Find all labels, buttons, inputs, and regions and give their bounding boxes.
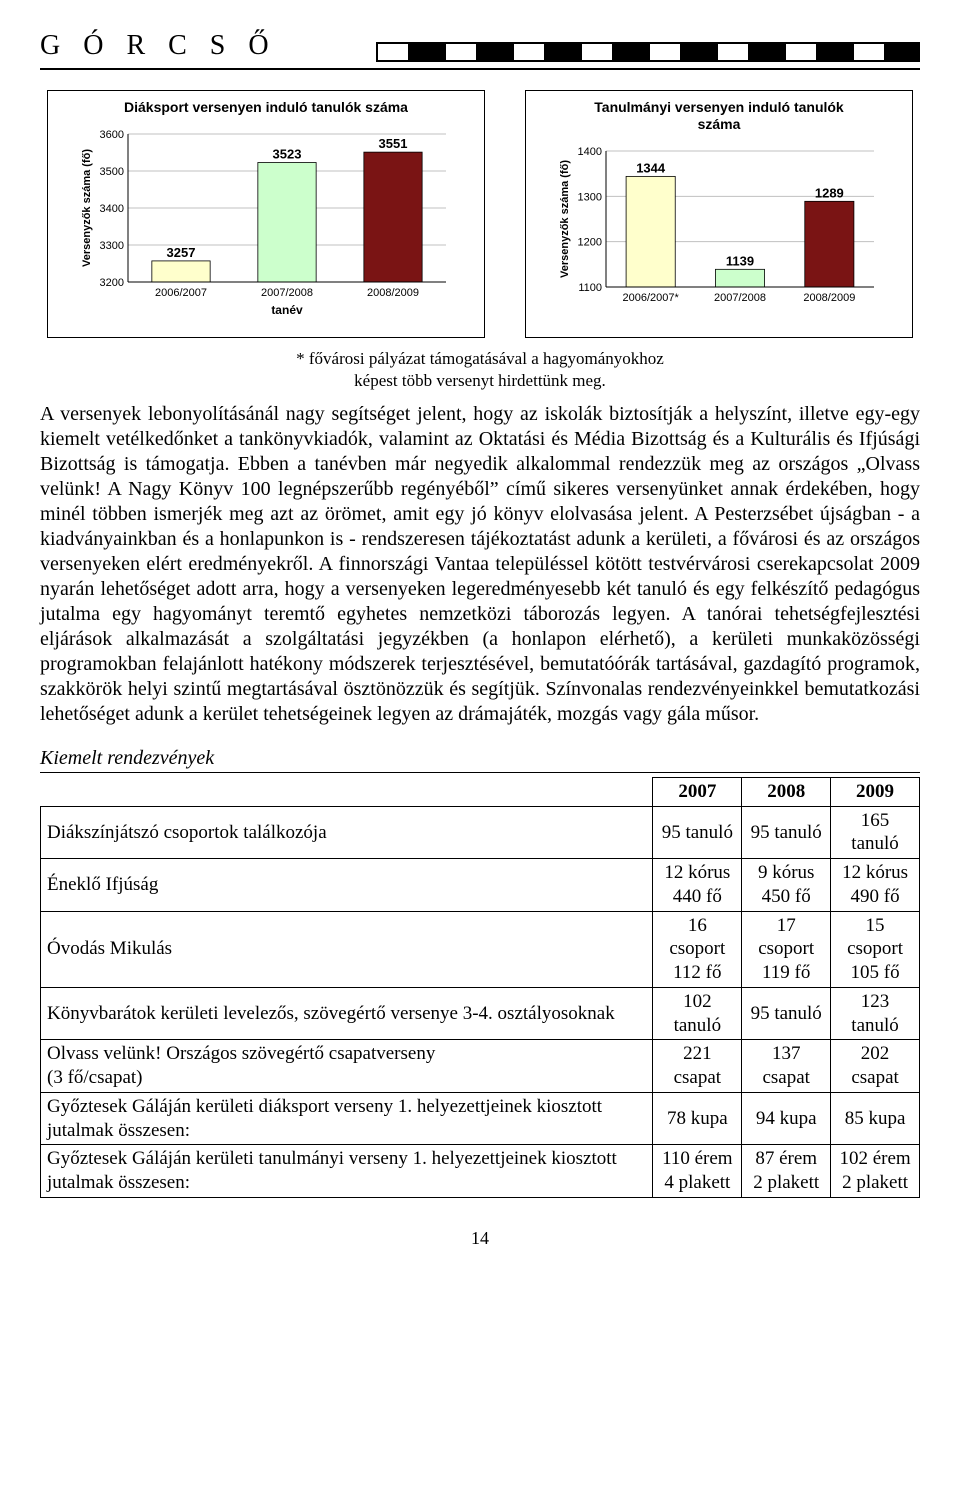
table-cell: 202 csapat — [831, 1040, 920, 1093]
svg-text:1100: 1100 — [578, 282, 602, 294]
table-row-label: Olvass velünk! Országos szövegértő csapa… — [41, 1040, 653, 1093]
table-cell: 15 csoport105 fő — [831, 911, 920, 987]
chart2-title-l1: Tanulmányi versenyen induló tanulók — [594, 99, 843, 115]
svg-text:2007/2008: 2007/2008 — [261, 287, 313, 299]
events-table: 2007 2008 2009 Diákszínjátszó csoportok … — [40, 777, 920, 1198]
chart2-svg: 1100 1200 1300 1400 Versenyzők száma (fő) 134… — [534, 139, 884, 309]
table-cell: 95 tanuló — [742, 987, 831, 1040]
svg-text:1289: 1289 — [815, 185, 844, 200]
table-row: Olvass velünk! Országos szövegértő csapa… — [41, 1040, 920, 1093]
table-cell: 87 érem2 plakett — [742, 1145, 831, 1198]
svg-text:3300: 3300 — [100, 240, 124, 252]
table-cell: 165 tanuló — [831, 806, 920, 859]
table-row-label: Győztesek Gáláján kerületi diáksport ver… — [41, 1092, 653, 1145]
table-row-label: Óvodás Mikulás — [41, 911, 653, 987]
svg-text:2006/2007: 2006/2007 — [155, 287, 207, 299]
svg-text:1344: 1344 — [636, 160, 666, 175]
svg-text:1400: 1400 — [578, 146, 602, 158]
table-row-label: Diákszínjátszó csoportok találkozója — [41, 806, 653, 859]
svg-text:2007/2008: 2007/2008 — [714, 292, 766, 304]
table-cell: 110 érem4 plakett — [653, 1145, 742, 1198]
table-cell: 123 tanuló — [831, 987, 920, 1040]
svg-text:2006/2007*: 2006/2007* — [623, 292, 680, 304]
table-empty-header — [41, 777, 653, 806]
svg-text:1139: 1139 — [726, 253, 754, 268]
table-cell: 12 kórus490 fő — [831, 859, 920, 912]
svg-text:3523: 3523 — [273, 146, 302, 161]
table-cell: 95 tanuló — [742, 806, 831, 859]
chart2-title-l2: száma — [698, 116, 741, 132]
chart2-container: Tanulmányi versenyen induló tanulók szám… — [525, 90, 913, 338]
chart-footnote: * fővárosi pályázat támogatásával a hagy… — [40, 348, 920, 392]
table-cell: 9 kórus450 fő — [742, 859, 831, 912]
table-cell: 137 csapat — [742, 1040, 831, 1093]
svg-text:2008/2009: 2008/2009 — [367, 287, 419, 299]
table-cell: 16 csoport112 fő — [653, 911, 742, 987]
table-row: Éneklő Ifjúság12 kórus440 fő9 kórus450 f… — [41, 859, 920, 912]
table-cell: 102 érem2 plakett — [831, 1145, 920, 1198]
table-cell: 102 tanuló — [653, 987, 742, 1040]
table-row-label: Éneklő Ifjúság — [41, 859, 653, 912]
svg-text:1200: 1200 — [578, 236, 602, 248]
table-cell: 95 tanuló — [653, 806, 742, 859]
table-row: Győztesek Gáláján kerületi tanulmányi ve… — [41, 1145, 920, 1198]
table-row-label: Győztesek Gáláján kerületi tanulmányi ve… — [41, 1145, 653, 1198]
svg-text:Versenyzők száma (fő): Versenyzők száma (fő) — [81, 148, 93, 266]
svg-text:3200: 3200 — [100, 277, 124, 289]
body-paragraph: A versenyek lebonyolításánál nagy segíts… — [40, 402, 920, 727]
svg-text:3400: 3400 — [100, 203, 124, 215]
table-row: Diákszínjátszó csoportok találkozója95 t… — [41, 806, 920, 859]
table-row: Óvodás Mikulás16 csoport112 fő17 csoport… — [41, 911, 920, 987]
header-title: G Ó R C S Ő — [40, 30, 277, 62]
header-pattern — [376, 42, 920, 62]
footnote-line2: képest több versenyt hirdettünk meg. — [354, 371, 606, 390]
table-header-2007: 2007 — [653, 777, 742, 806]
charts-row: Diáksport versenyen induló tanulók száma… — [40, 90, 920, 338]
svg-text:1300: 1300 — [578, 191, 602, 203]
table-cell: 94 kupa — [742, 1092, 831, 1145]
table-row: Könyvbarátok kerületi levelezős, szövegé… — [41, 987, 920, 1040]
chart1-title: Diáksport versenyen induló tanulók száma — [56, 99, 476, 116]
chart1-svg: 3200 3300 3400 3500 3600 Versenyzők száma (fő… — [56, 122, 456, 322]
chart2-title: Tanulmányi versenyen induló tanulók szám… — [534, 99, 904, 133]
svg-text:tanév: tanév — [271, 303, 303, 317]
svg-text:3257: 3257 — [167, 245, 196, 260]
table-cell: 17 csoport119 fő — [742, 911, 831, 987]
table-header-2009: 2009 — [831, 777, 920, 806]
footnote-line1: * fővárosi pályázat támogatásával a hagy… — [296, 349, 664, 368]
svg-text:2008/2009: 2008/2009 — [803, 292, 855, 304]
table-cell: 12 kórus440 fő — [653, 859, 742, 912]
svg-text:3551: 3551 — [379, 136, 408, 151]
table-row-label: Könyvbarátok kerületi levelezős, szövegé… — [41, 987, 653, 1040]
table-cell: 221 csapat — [653, 1040, 742, 1093]
page-header: G Ó R C S Ő — [40, 30, 920, 70]
chart1-container: Diáksport versenyen induló tanulók száma… — [47, 90, 485, 338]
table-cell: 78 kupa — [653, 1092, 742, 1145]
svg-text:3600: 3600 — [100, 129, 124, 141]
table-cell: 85 kupa — [831, 1092, 920, 1145]
table-header-2008: 2008 — [742, 777, 831, 806]
table-row: Győztesek Gáláján kerületi diáksport ver… — [41, 1092, 920, 1145]
page-number: 14 — [40, 1228, 920, 1249]
svg-text:3500: 3500 — [100, 166, 124, 178]
svg-text:Versenyzők száma (fő): Versenyzők száma (fő) — [559, 159, 571, 277]
section-heading: Kiemelt rendezvények — [40, 747, 920, 773]
